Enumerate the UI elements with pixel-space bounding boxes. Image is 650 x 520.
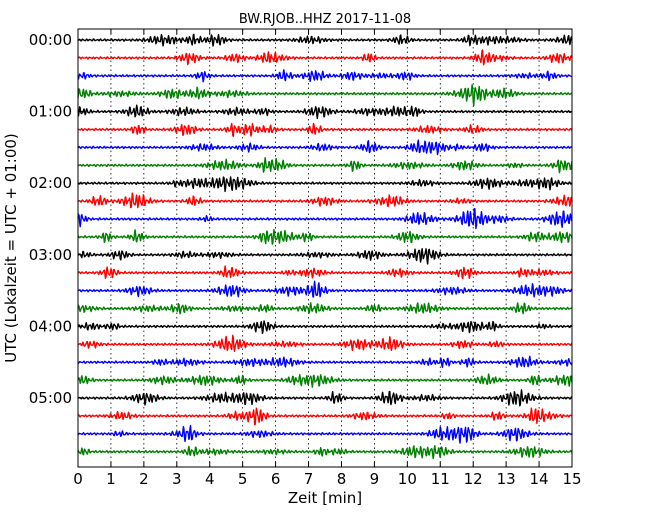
trace-line: [77, 192, 573, 209]
trace-line: [77, 176, 573, 193]
x-tick-label: 6: [271, 470, 281, 488]
x-tick-label: 0: [73, 470, 83, 488]
y-axis: 00:00 01:00 02:00 03:00 04:00 05:00: [29, 31, 572, 407]
plot-frame: [77, 28, 573, 468]
trace-line: [77, 334, 573, 353]
trace-line: [77, 122, 573, 137]
trace-line: [77, 280, 573, 298]
x-tick-label: 7: [304, 470, 314, 488]
x-tick-label: 8: [337, 470, 347, 488]
trace-line: [77, 265, 573, 280]
trace-line: [77, 49, 573, 66]
x-tick-label: 10: [398, 470, 417, 488]
trace-line: [77, 424, 573, 444]
trace-line: [77, 33, 573, 47]
x-tick-label: 14: [530, 470, 549, 488]
y-tick-label: 04:00: [29, 317, 72, 335]
x-tick-label: 13: [497, 470, 516, 488]
x-tick-label: 3: [172, 470, 182, 488]
y-axis-label: UTC (Lokalzeit = UTC + 01:00): [2, 133, 20, 363]
y-tick-label: 00:00: [29, 31, 72, 49]
x-axis: 0 1 2 3 4 5 6 7 8 9 10 11 12 13 14 15: [73, 29, 582, 488]
trace-line: [77, 320, 573, 335]
y-tick-label: 05:00: [29, 389, 72, 407]
trace-line: [77, 84, 573, 107]
y-tick-label: 03:00: [29, 246, 72, 264]
trace-line: [77, 389, 573, 407]
trace-line: [77, 157, 573, 174]
y-tick-label: 02:00: [29, 174, 72, 192]
trace-line: [77, 207, 573, 230]
trace-line: [77, 445, 573, 460]
trace-line: [77, 104, 573, 120]
trace-line: [77, 302, 573, 315]
y-tick-label: 01:00: [29, 103, 72, 121]
chart-title: BW.RJOB..HHZ 2017-11-08: [239, 12, 411, 27]
x-tick-label: 11: [431, 470, 450, 488]
trace-line: [77, 228, 573, 245]
x-tick-label: 2: [139, 470, 149, 488]
x-tick-label: 12: [464, 470, 483, 488]
trace-line: [77, 248, 573, 265]
trace-line: [77, 407, 573, 426]
x-tick-label: 1: [106, 470, 116, 488]
traces: [77, 33, 573, 460]
x-axis-label: Zeit [min]: [288, 489, 362, 507]
trace-line: [77, 373, 573, 388]
trace-line: [77, 69, 573, 83]
x-tick-label: 5: [238, 470, 248, 488]
trace-line: [77, 355, 573, 368]
x-tick-label: 15: [562, 470, 581, 488]
trace-line: [77, 139, 573, 156]
x-tick-label: 9: [370, 470, 380, 488]
x-tick-label: 4: [205, 470, 215, 488]
